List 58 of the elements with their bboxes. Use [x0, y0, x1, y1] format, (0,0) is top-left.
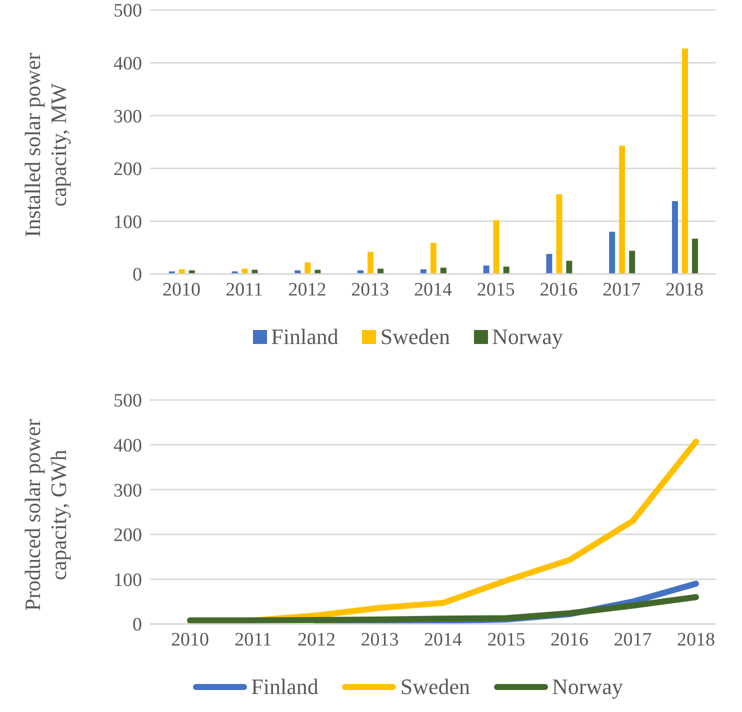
bar — [503, 266, 510, 274]
legend-label: Finland — [251, 674, 318, 700]
x-tick-label: 2010 — [171, 629, 209, 650]
x-tick-label: 2014 — [424, 629, 462, 650]
y-tick-label: 200 — [114, 159, 142, 180]
bar — [368, 252, 374, 274]
x-tick-label: 2016 — [550, 629, 588, 650]
x-tick-label: 2015 — [487, 629, 526, 650]
bar — [692, 238, 698, 274]
y-tick-label: 300 — [114, 106, 142, 128]
y-tick-label: 200 — [114, 525, 142, 546]
bar — [440, 268, 446, 274]
legend-label: Sweden — [380, 324, 450, 350]
bar — [682, 48, 688, 274]
bar — [609, 232, 616, 274]
x-tick-label: 2017 — [602, 279, 641, 300]
legend-label: Finland — [271, 324, 338, 350]
y-axis-title: Produced solar power capacity, GWh — [20, 418, 72, 613]
x-tick-label: 2010 — [162, 279, 200, 300]
y-tick-label: 400 — [114, 54, 142, 75]
y-tick-label: 400 — [114, 436, 142, 457]
x-tick-label: 2013 — [351, 279, 390, 300]
x-tick-label: 2012 — [298, 629, 336, 650]
bar — [629, 250, 636, 274]
y-tick-label: 500 — [114, 0, 142, 22]
bar — [672, 201, 678, 274]
y-tick-label: 100 — [114, 570, 142, 591]
bar — [430, 242, 436, 274]
x-tick-label: 2011 — [234, 629, 272, 650]
bar — [178, 269, 185, 274]
bar — [304, 262, 311, 274]
x-tick-label: 2018 — [666, 279, 704, 300]
bar — [556, 194, 562, 274]
legend-label: Norway — [492, 324, 563, 350]
bar — [566, 260, 572, 274]
bar — [242, 268, 248, 274]
x-tick-label: 2018 — [677, 629, 715, 650]
y-tick-label: 0 — [132, 264, 142, 286]
bar — [483, 266, 490, 274]
legend-label: Norway — [552, 674, 623, 700]
bar — [546, 254, 552, 274]
bar — [619, 146, 626, 274]
x-tick-label: 2011 — [226, 279, 263, 300]
y-tick-label: 100 — [114, 212, 142, 233]
y-tick-label: 300 — [114, 480, 142, 502]
y-tick-label: 500 — [114, 390, 142, 412]
x-tick-label: 2016 — [540, 279, 578, 300]
bar — [493, 220, 500, 274]
y-tick-label: 0 — [132, 614, 142, 636]
x-tick-label: 2015 — [476, 279, 515, 300]
x-tick-label: 2017 — [614, 629, 652, 650]
x-tick-label: 2013 — [360, 629, 399, 650]
y-axis-title: Installed solar power capacity, MW — [20, 52, 72, 240]
bar — [378, 268, 384, 274]
legend-label: Sweden — [400, 674, 470, 700]
bar — [420, 269, 426, 274]
x-tick-label: 2012 — [288, 279, 326, 300]
x-tick-label: 2014 — [414, 279, 452, 300]
